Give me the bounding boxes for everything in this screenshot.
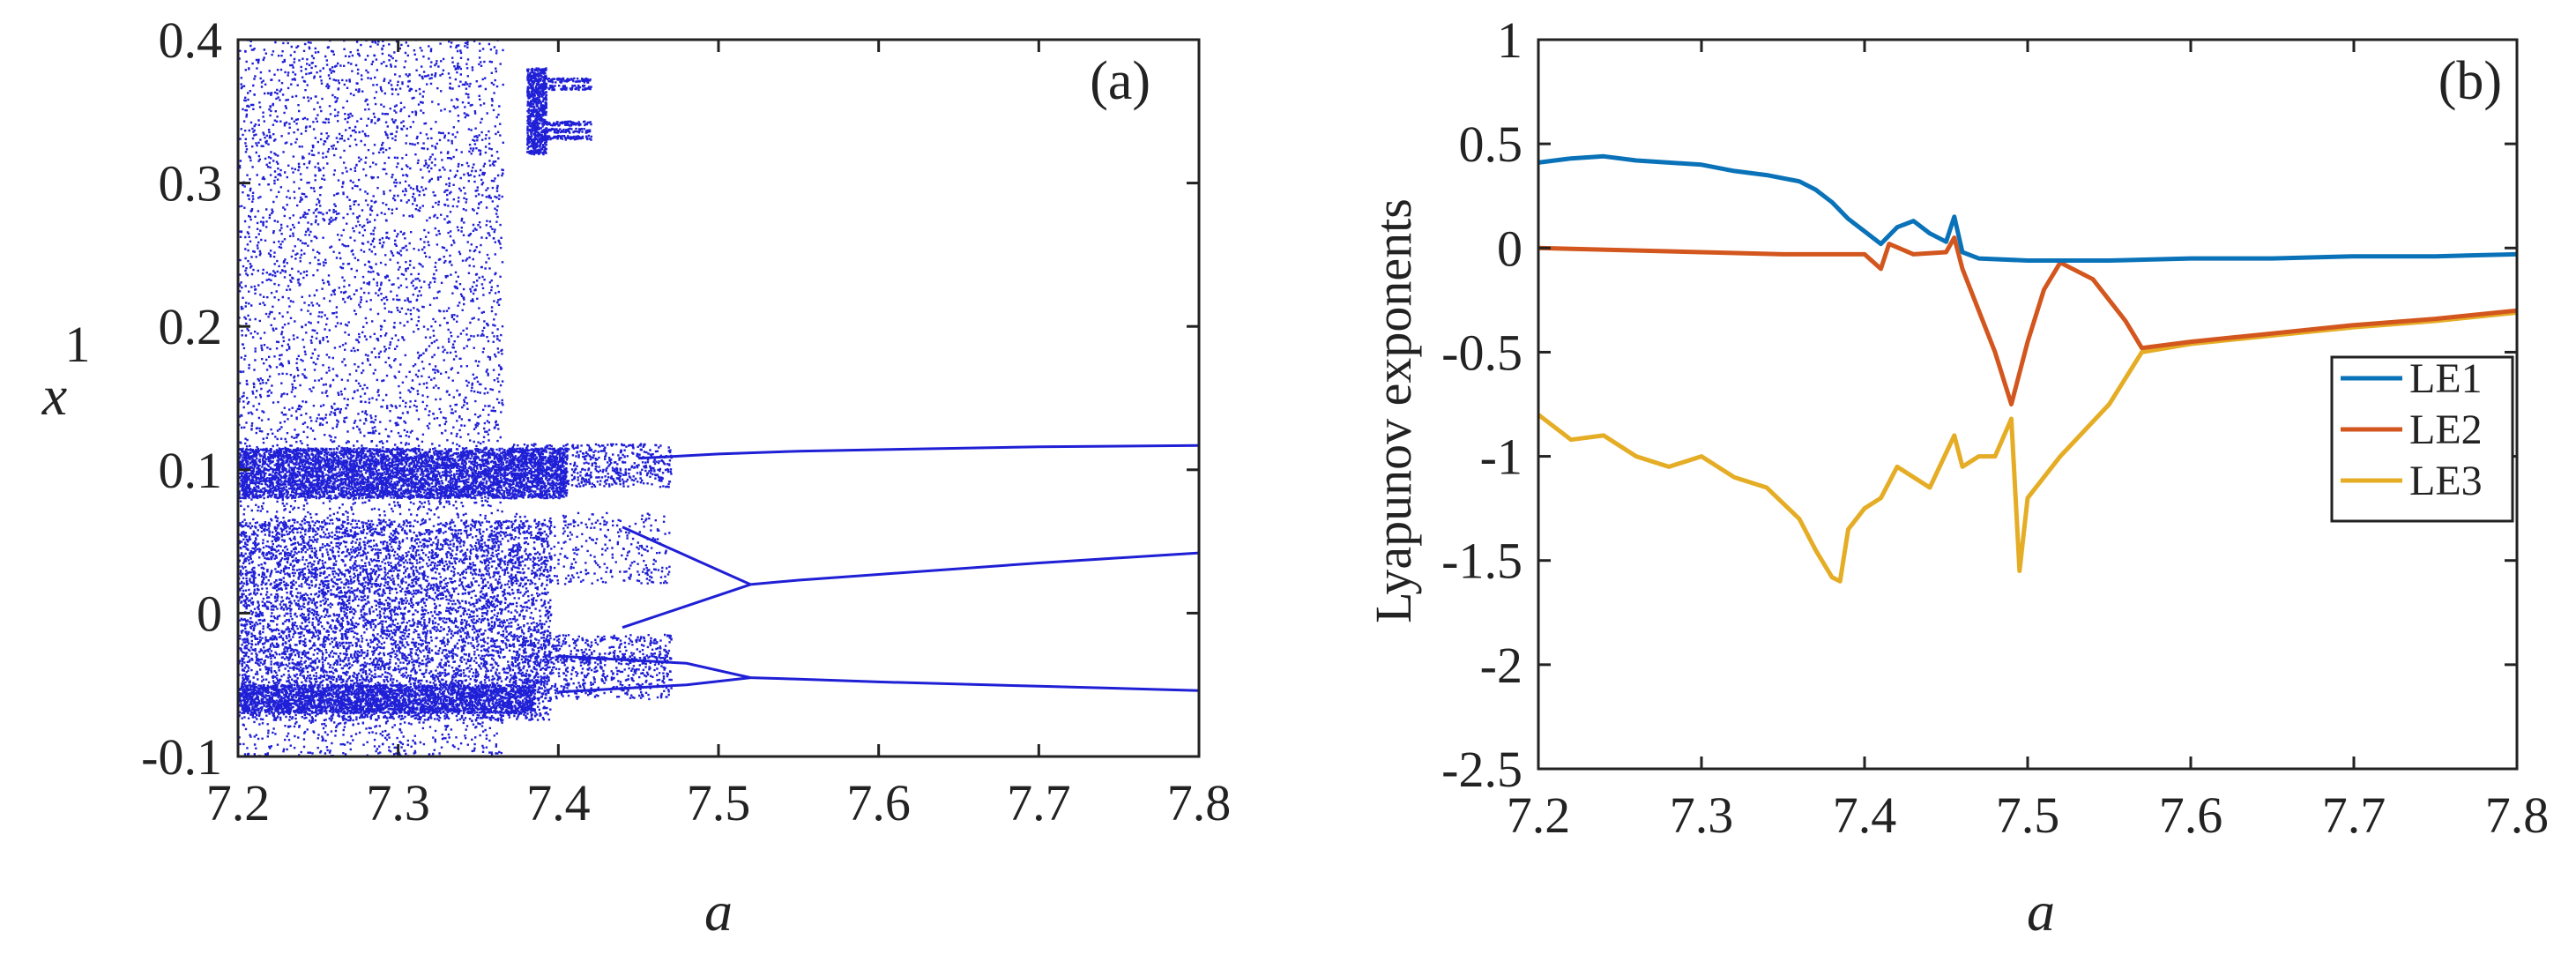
y-tick-label: 0.1 xyxy=(159,442,223,499)
lyapunov-x-ticks: 7.2 7.3 7.4 7.5 7.6 7.7 7.8 xyxy=(1507,40,2550,844)
bifurcation-axes-frame xyxy=(236,38,1201,758)
legend-label-le3: LE3 xyxy=(2409,458,2483,504)
y-tick-label: 1 xyxy=(1497,11,1523,69)
legend-label-le2: LE2 xyxy=(2409,406,2483,453)
x-tick-label: 7.8 xyxy=(1167,774,1232,831)
periodic-window-lines xyxy=(542,77,592,141)
x-tick-label: 7.7 xyxy=(1007,774,1071,831)
y-tick-label: -2.5 xyxy=(1441,741,1523,798)
x-tick-label: 7.5 xyxy=(687,774,751,831)
lyapunov-y-ticks: 1 0.5 0 -0.5 -1 -1.5 -2 -2.5 xyxy=(1441,11,2517,798)
x-tick-label: 7.6 xyxy=(2159,786,2223,844)
y-tick-label: -0.1 xyxy=(141,728,222,786)
y-tick-label: 0 xyxy=(1497,220,1523,277)
x-tick-label: 7.3 xyxy=(1670,786,1734,844)
x-tick-label: 7.3 xyxy=(366,774,430,831)
branch-upper xyxy=(638,443,1200,460)
branch-fork-upper xyxy=(622,525,751,586)
branch-middle xyxy=(750,551,1200,586)
bifurcation-y-axis-subscript: 1 xyxy=(65,316,91,373)
legend-label-le1: LE1 xyxy=(2409,355,2483,402)
series-line-le1 xyxy=(1537,153,2518,263)
y-tick-label: 0.2 xyxy=(159,298,223,355)
x-tick-label: 7.5 xyxy=(1996,786,2060,844)
y-tick-label: -1 xyxy=(1480,429,1523,486)
branch-lower xyxy=(750,676,1200,692)
bifurcation-y-ticks: -0.1 0 0.1 0.2 0.3 0.4 xyxy=(141,11,1199,786)
bifurcation-y-axis-label: x xyxy=(41,364,67,427)
lyapunov-x-axis-label: a xyxy=(2027,880,2055,943)
chaotic-band-upper xyxy=(238,447,569,500)
panel-label-a: (a) xyxy=(1090,51,1150,111)
x-tick-label: 7.2 xyxy=(1507,786,1571,844)
lyapunov-plot-area xyxy=(1537,153,2518,584)
bifurcation-x-axis-label: a xyxy=(704,880,733,943)
x-tick-label: 7.4 xyxy=(1833,786,1897,844)
bifurcation-x-ticks: 7.2 7.3 7.4 7.5 7.6 7.7 7.8 xyxy=(206,40,1232,831)
x-tick-label: 7.4 xyxy=(526,774,591,831)
panel-label-b: (b) xyxy=(2438,51,2502,111)
series-line-le2 xyxy=(1537,235,2518,406)
y-tick-label: 0.4 xyxy=(159,11,223,69)
legend-box xyxy=(2330,355,2514,523)
y-tick-label: -1.5 xyxy=(1441,533,1523,590)
bifurcation-plot-area xyxy=(238,38,1200,758)
periodic-window-scatter xyxy=(526,67,548,156)
y-tick-label: 0.3 xyxy=(159,155,223,212)
y-tick-label: 0.5 xyxy=(1459,116,1523,173)
branch-fork2-lower xyxy=(558,676,751,694)
y-tick-label: -0.5 xyxy=(1441,324,1523,381)
y-tick-label: 0 xyxy=(197,585,222,642)
chaotic-band-lower xyxy=(238,683,537,715)
lyapunov-y-axis-label: Lyapunov exponents xyxy=(1365,198,1422,623)
bifurcation-panel: 7.2 7.3 7.4 7.5 7.6 7.7 7.8 -0.100.10.20.30.4 … xyxy=(41,11,1231,943)
branch-fork2-upper xyxy=(558,654,751,680)
x-tick-label: 7.7 xyxy=(2322,786,2386,844)
x-tick-label: 7.6 xyxy=(846,774,911,831)
x-tick-label: 7.8 xyxy=(2485,786,2550,844)
branch-fork-lower xyxy=(622,583,751,630)
series-line-le3 xyxy=(1537,310,2518,584)
y-tick-label: -2 xyxy=(1480,637,1523,694)
lyapunov-panel: 7.2 7.3 7.4 7.5 7.6 7.7 7.8 1 0.5 0 -0.5 -1 -1.5 -2 -… xyxy=(1365,11,2549,943)
x-tick-label: 7.2 xyxy=(206,774,271,831)
